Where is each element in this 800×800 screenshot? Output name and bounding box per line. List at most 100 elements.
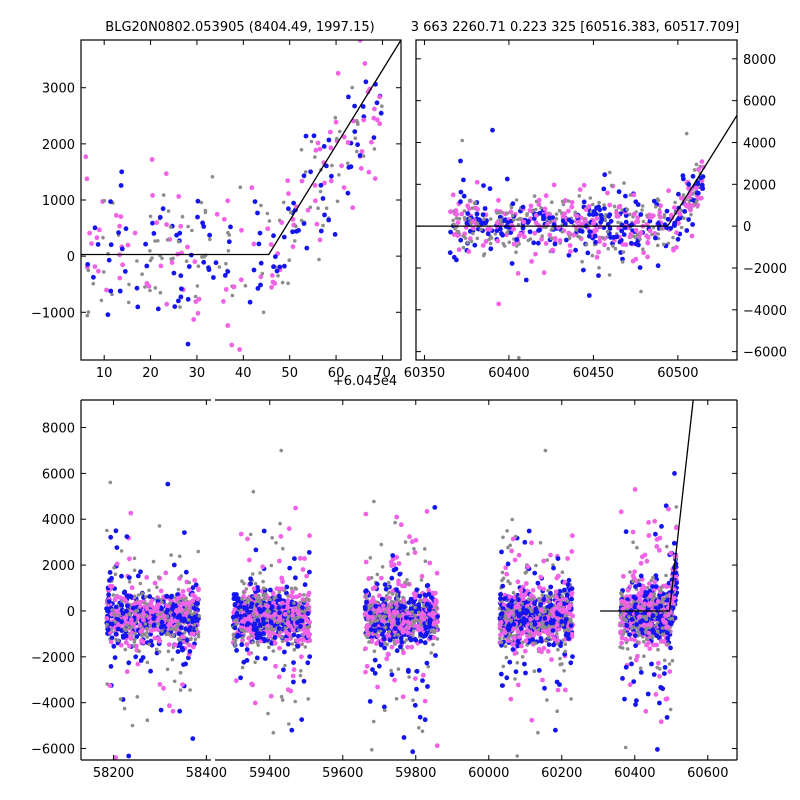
data-point (267, 610, 272, 614)
data-point (279, 575, 285, 581)
data-point (160, 600, 164, 605)
data-point (261, 528, 267, 534)
data-point (539, 236, 544, 242)
data-point (511, 621, 517, 627)
data-point (555, 709, 559, 713)
data-point (544, 639, 549, 643)
data-point (556, 573, 561, 579)
data-point (122, 706, 127, 711)
data-point (290, 608, 296, 614)
data-point (468, 216, 472, 221)
data-point (364, 663, 370, 669)
data-point (395, 620, 401, 626)
data-point (424, 660, 430, 666)
x-tick-label: 60 (328, 366, 345, 381)
data-point (545, 648, 551, 654)
data-point (271, 233, 276, 239)
data-point (418, 638, 424, 644)
data-point (514, 198, 519, 202)
data-point (272, 596, 277, 601)
data-point (107, 570, 113, 575)
data-point (193, 606, 198, 612)
data-point (655, 263, 661, 269)
data-point (476, 217, 482, 223)
data-point (269, 563, 274, 568)
data-point (569, 618, 573, 622)
data-point (465, 211, 471, 216)
data-point (508, 610, 514, 616)
data-point (686, 194, 692, 200)
data-point (138, 629, 144, 634)
data-point (645, 691, 651, 697)
data-point (166, 649, 171, 654)
data-point (225, 269, 231, 274)
data-point (138, 581, 143, 586)
data-point (281, 200, 286, 205)
data-point (608, 170, 612, 175)
data-point (243, 616, 249, 622)
data-point (523, 571, 528, 575)
data-point (634, 219, 640, 224)
data-point (653, 235, 658, 241)
data-point (382, 704, 387, 710)
data-point (105, 622, 109, 627)
data-point (318, 182, 324, 188)
data-point (360, 104, 366, 109)
data-point (246, 609, 252, 615)
data-point (415, 618, 420, 623)
data-point (284, 637, 289, 643)
data-point (151, 622, 157, 628)
data-point (508, 543, 512, 548)
data-point (551, 565, 556, 571)
data-point (321, 223, 325, 228)
data-point (326, 137, 332, 143)
data-point (322, 212, 327, 218)
data-point (533, 251, 538, 257)
data-point (206, 267, 212, 273)
data-point (693, 185, 699, 191)
data-point (286, 610, 291, 614)
data-point (240, 579, 244, 583)
x-tick-label: 50 (281, 366, 298, 381)
data-point (151, 616, 157, 621)
data-point (172, 595, 177, 600)
data-point (133, 631, 137, 636)
data-point (211, 275, 216, 280)
data-point (515, 682, 521, 688)
data-point (470, 219, 476, 224)
data-point (387, 613, 393, 619)
data-point (269, 284, 274, 290)
data-point (207, 232, 213, 238)
y-tick-label: 1000 (42, 194, 75, 209)
data-point (523, 581, 529, 586)
data-point (547, 624, 551, 628)
data-point (300, 605, 305, 610)
data-point (177, 708, 183, 714)
data-point (233, 618, 238, 623)
data-point (668, 225, 674, 231)
data-point (157, 682, 163, 687)
data-point (147, 588, 151, 593)
data-point (383, 586, 389, 592)
data-point (371, 719, 376, 724)
data-point (132, 556, 137, 561)
data-point (293, 699, 298, 704)
data-point (509, 205, 514, 210)
data-point (536, 646, 542, 652)
data-point (401, 650, 406, 656)
data-point (156, 575, 161, 579)
data-point (123, 615, 129, 621)
data-point (481, 183, 486, 189)
data-point (682, 216, 686, 220)
data-point (254, 655, 260, 661)
data-point (163, 171, 169, 177)
data-point (185, 244, 190, 250)
data-point (242, 581, 246, 586)
data-point (562, 587, 567, 593)
data-point (145, 718, 150, 722)
data-point (140, 272, 144, 277)
data-point (277, 558, 282, 564)
data-point (299, 178, 305, 184)
data-point (132, 230, 138, 236)
data-point (528, 593, 534, 598)
